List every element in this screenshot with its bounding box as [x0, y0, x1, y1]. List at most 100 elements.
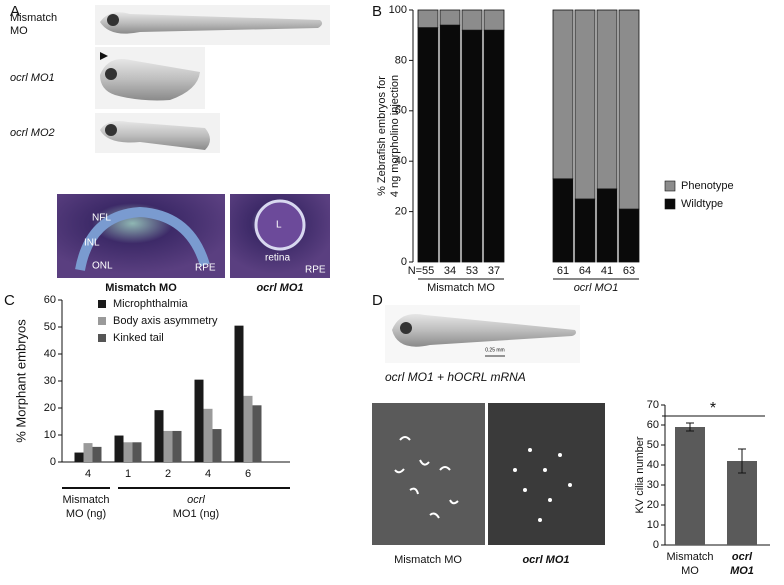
section-label: RPE — [195, 263, 216, 274]
arrowhead — [100, 52, 108, 60]
x-tick-label: 63 — [623, 265, 635, 277]
bar-segment — [618, 9, 640, 210]
x-tick-label: 64 — [579, 265, 591, 277]
bar-segment — [461, 9, 483, 31]
panel-label: A — [10, 3, 20, 20]
x-tick-label: 4 — [85, 468, 91, 480]
bar — [243, 395, 253, 462]
bar — [154, 410, 164, 462]
legend-label: Wildtype — [681, 198, 723, 210]
group-label: MO (ng) — [66, 508, 106, 520]
error-bar — [738, 448, 746, 474]
y-tick-label: 30 — [647, 479, 659, 491]
x-tick-label: N=55 — [408, 265, 435, 277]
group-label: Mismatch — [62, 494, 109, 506]
legend-swatch — [98, 300, 106, 308]
bar — [194, 379, 204, 462]
error-bar — [686, 422, 694, 432]
y-tick-label: 60 — [44, 294, 56, 306]
legend-label: Microphthalmia — [113, 298, 188, 310]
bar-segment — [574, 9, 596, 200]
x-tick-label: 6 — [245, 468, 251, 480]
section-label: retina — [265, 253, 290, 264]
bar — [727, 461, 757, 545]
bar-segment — [574, 198, 596, 263]
cilia — [394, 436, 459, 519]
bar-segment — [552, 9, 574, 180]
legend-label: Body axis asymmetry — [113, 315, 218, 327]
bar-segment — [439, 24, 461, 263]
y-tick-label: 10 — [647, 519, 659, 531]
y-tick-label: 20 — [647, 499, 659, 511]
section-label: INL — [84, 238, 100, 249]
bar — [203, 408, 213, 462]
annotation: * — [710, 400, 716, 417]
embryo — [100, 59, 200, 101]
y-axis-label: % Zebrafish embryos for — [376, 76, 388, 196]
y-axis-label: KV cilia number — [634, 436, 646, 513]
bar — [74, 452, 84, 462]
section-label: RPE — [305, 265, 326, 276]
x-tick-label: MO — [681, 565, 699, 577]
embryo-label: Mismatch — [10, 12, 57, 24]
embryo-eye — [107, 14, 119, 26]
embryo — [100, 121, 210, 150]
group-label: ocrl MO1 — [574, 282, 619, 294]
lens — [254, 199, 306, 251]
bar-segment — [483, 29, 505, 263]
bar — [123, 442, 133, 462]
x-tick-label: ocrl — [732, 551, 753, 563]
panel-label: B — [372, 3, 382, 20]
group-label: Mismatch MO — [427, 282, 495, 294]
y-tick-label: 10 — [44, 429, 56, 441]
bar — [163, 430, 173, 462]
embryo-label: ocrl MO2 — [10, 127, 55, 139]
embryo-eye — [400, 322, 412, 334]
embryo — [392, 314, 576, 347]
x-tick-label: 4 — [205, 468, 211, 480]
caption: Mismatch MO — [105, 282, 177, 294]
group-label: MO1 (ng) — [173, 508, 219, 520]
y-tick-label: 50 — [647, 439, 659, 451]
x-tick-label: 37 — [488, 265, 500, 277]
embryo — [100, 12, 323, 34]
group-label: ocrl — [187, 494, 205, 506]
caption: ocrl MO1 — [522, 554, 569, 566]
caption: ocrl MO1 + hOCRL mRNA — [385, 370, 526, 384]
y-tick-label: 80 — [395, 54, 407, 66]
y-tick-label: 100 — [389, 4, 407, 16]
bar-segment — [417, 27, 439, 263]
section-label: L — [276, 220, 282, 231]
y-axis-label: % Morphant embryos — [13, 319, 28, 443]
bar — [132, 442, 142, 462]
y-tick-label: 50 — [44, 321, 56, 333]
legend-label: Phenotype — [681, 180, 734, 192]
embryo-eye — [105, 124, 117, 136]
legend-swatch — [664, 180, 676, 192]
cilia — [513, 448, 572, 522]
microscopy-image — [372, 403, 485, 545]
x-tick-label: 1 — [125, 468, 131, 480]
y-tick-label: 0 — [50, 456, 56, 468]
bar-segment — [552, 178, 574, 263]
legend-label: Kinked tail — [113, 332, 164, 344]
x-tick-label: Mismatch — [666, 551, 713, 563]
section-label: ONL — [92, 261, 113, 272]
y-tick-label: 40 — [647, 459, 659, 471]
x-tick-label: MO1 — [730, 565, 754, 577]
y-tick-label: 0 — [401, 256, 407, 268]
scale-bar-label: 0.25 mm — [485, 347, 504, 353]
embryo-label: MO — [10, 25, 28, 37]
bar-segment — [439, 9, 461, 26]
bar — [252, 405, 262, 462]
bar — [83, 443, 93, 462]
retina-layer — [75, 206, 210, 272]
bar-segment — [596, 9, 618, 190]
legend-swatch — [98, 317, 106, 325]
bar-segment — [483, 9, 505, 31]
bar — [212, 429, 222, 462]
y-axis-label: 4 ng morpholino injection — [389, 75, 401, 197]
y-tick-label: 40 — [395, 155, 407, 167]
x-tick-label: 2 — [165, 468, 171, 480]
